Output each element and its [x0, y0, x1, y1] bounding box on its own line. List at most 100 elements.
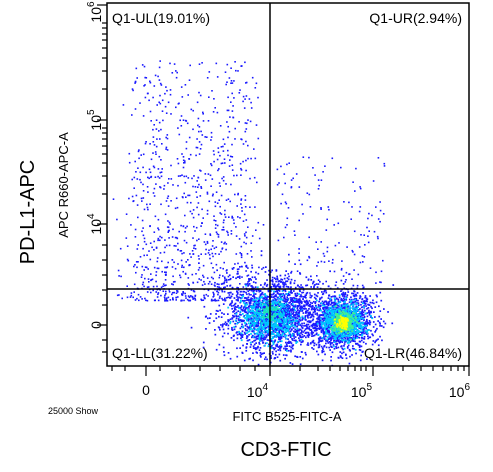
event-dot — [156, 257, 159, 259]
event-dot — [211, 178, 214, 180]
event-dot — [141, 230, 143, 233]
event-dot — [209, 313, 212, 315]
event-dot — [163, 251, 166, 254]
event-dot — [220, 194, 223, 197]
event-dot — [272, 336, 274, 338]
event-dot — [142, 183, 144, 186]
event-dot — [314, 302, 317, 304]
event-dot — [276, 168, 279, 171]
event-dot — [262, 326, 265, 328]
event-dot — [134, 264, 136, 266]
event-dot — [300, 325, 303, 328]
event-dot — [248, 278, 251, 281]
event-dot — [270, 333, 273, 336]
event-dot — [278, 334, 281, 337]
event-dot — [146, 254, 148, 256]
event-dot — [140, 197, 143, 200]
event-dot — [335, 343, 337, 345]
event-dot — [310, 286, 312, 288]
event-dot — [223, 261, 225, 264]
event-dot — [176, 290, 178, 292]
event-dot — [261, 314, 263, 317]
event-dot — [253, 294, 255, 297]
event-dot — [356, 324, 359, 327]
event-dot — [214, 227, 217, 229]
event-dot — [276, 277, 279, 280]
event-dot — [144, 266, 147, 268]
event-dot — [159, 138, 161, 140]
event-dot — [306, 320, 309, 323]
event-dot — [250, 298, 252, 300]
event-dot — [148, 281, 150, 283]
event-dot — [292, 319, 294, 321]
event-dot — [307, 336, 310, 338]
event-dot — [325, 280, 327, 283]
event-dot — [351, 206, 353, 208]
event-dot — [341, 357, 344, 359]
event-dot — [165, 284, 167, 286]
event-dot — [299, 339, 301, 342]
event-dot — [252, 312, 255, 314]
event-dot — [117, 269, 120, 272]
event-dot — [245, 140, 247, 143]
event-dot — [208, 96, 210, 98]
event-dot — [331, 305, 334, 307]
event-dot — [216, 233, 219, 235]
event-dot — [274, 297, 276, 300]
event-dot — [379, 209, 382, 212]
event-dot — [234, 138, 236, 140]
event-dot — [317, 303, 320, 306]
event-dot — [258, 331, 261, 333]
event-dot — [155, 145, 158, 148]
event-dot — [215, 317, 218, 320]
event-dot — [292, 320, 294, 323]
event-dot — [289, 336, 292, 338]
event-dot — [231, 215, 233, 218]
event-dot — [328, 346, 330, 349]
event-dot — [238, 296, 240, 298]
event-dot — [121, 297, 123, 300]
event-dot — [302, 336, 304, 338]
event-dot — [302, 289, 305, 291]
event-dot — [236, 322, 238, 325]
event-dot — [195, 191, 198, 193]
event-dot — [186, 225, 188, 228]
event-dot — [250, 285, 252, 287]
event-dot — [316, 325, 319, 327]
event-dot — [268, 313, 271, 316]
event-dot — [382, 326, 385, 329]
event-dot — [253, 297, 256, 300]
event-dot — [258, 336, 261, 339]
event-dot — [248, 322, 250, 325]
event-dot — [237, 318, 240, 320]
event-dot — [367, 307, 370, 309]
event-dot — [253, 296, 255, 299]
event-dot — [379, 220, 381, 223]
event-dot — [278, 323, 280, 325]
event-dot — [298, 315, 300, 317]
event-dot — [297, 298, 300, 301]
event-dot — [170, 178, 173, 180]
event-dot — [204, 283, 206, 285]
event-dot — [224, 299, 227, 302]
event-dot — [372, 180, 375, 182]
event-dot — [258, 237, 261, 240]
event-dot — [358, 340, 361, 343]
event-dot — [352, 181, 354, 183]
event-dot — [280, 345, 283, 348]
event-dot — [345, 354, 347, 356]
event-dot — [243, 359, 246, 362]
event-dot — [249, 278, 252, 280]
event-dot — [300, 308, 302, 311]
event-dot — [330, 316, 332, 318]
event-dot — [281, 295, 284, 298]
event-dot — [277, 283, 280, 285]
event-dot — [325, 306, 328, 309]
event-dot — [382, 213, 385, 215]
event-dot — [178, 133, 181, 136]
event-dot — [320, 241, 322, 243]
event-dot — [359, 349, 362, 352]
event-dot — [245, 316, 248, 318]
event-dot — [250, 242, 253, 244]
event-dot — [286, 305, 289, 308]
